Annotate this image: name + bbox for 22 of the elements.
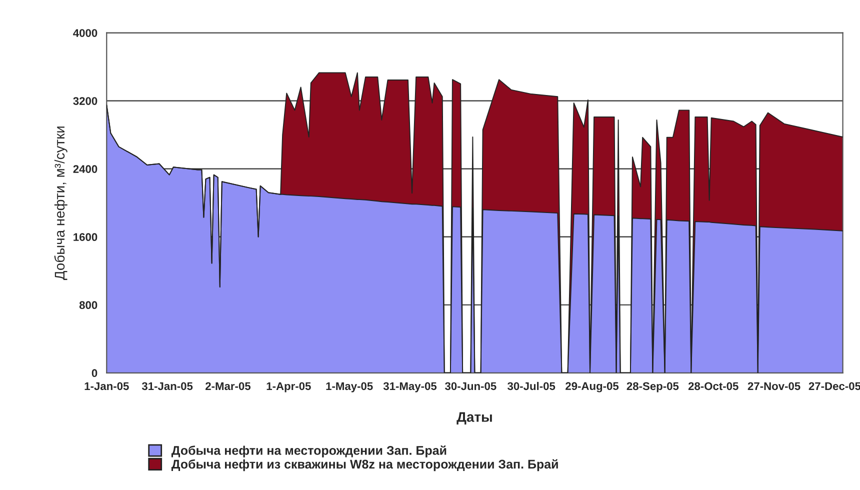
x-tick-label: 2-Mar-05 <box>206 382 251 390</box>
y-tick-label: 3200 <box>73 97 98 105</box>
x-tick-label: 1-Apr-05 <box>266 382 311 392</box>
x-tick-label: 31-May-05 <box>383 382 437 392</box>
legend-label: Добыча нефти на месторождении Зап. Брай <box>171 445 446 458</box>
y-tick-label: 4000 <box>73 29 98 37</box>
x-axis-title: Даты <box>456 412 492 425</box>
x-tick-label: 31-Jan-05 <box>142 382 193 390</box>
x-tick-label: 27-Nov-05 <box>748 382 800 390</box>
y-axis-title: Добыча нефти, м³/сутки <box>54 126 68 280</box>
x-tick-label: 29-Aug-05 <box>566 382 619 392</box>
x-tick-label: 1-May-05 <box>326 382 373 392</box>
y-tick-label: 2400 <box>73 165 98 173</box>
y-tick-label: 0 <box>92 369 98 378</box>
x-tick-label: 28-Oct-05 <box>688 382 738 390</box>
y-tick-label: 1600 <box>74 233 98 241</box>
x-tick-label: 30-Jun-05 <box>444 382 496 390</box>
y-tick-label: 800 <box>79 301 98 310</box>
x-tick-label: 1-Jan-05 <box>84 382 129 390</box>
legend-label: Добыча нефти из скважины W8z на месторождении Зап. Брай <box>171 459 558 472</box>
x-tick-label: 28-Sep-05 <box>626 382 679 392</box>
x-tick-label: 30-Jul-05 <box>508 382 556 390</box>
